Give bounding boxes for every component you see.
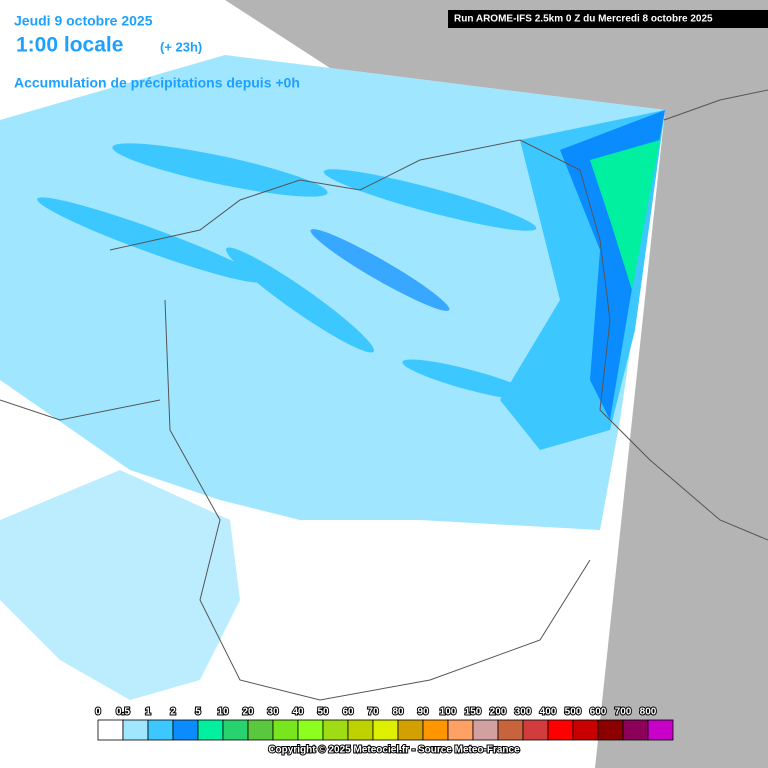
legend-label: 20 bbox=[242, 707, 254, 718]
date: Jeudi 9 octobre 2025 bbox=[14, 13, 153, 29]
legend-swatch bbox=[597, 719, 624, 741]
legend-swatch bbox=[297, 719, 324, 741]
precip-band bbox=[112, 143, 328, 197]
border bbox=[0, 399, 161, 421]
legend-label: 150 bbox=[465, 707, 482, 718]
legend-label: 600 bbox=[590, 707, 607, 718]
border bbox=[164, 299, 591, 701]
legend-label: 5 bbox=[195, 707, 201, 718]
legend-swatch bbox=[97, 719, 124, 741]
legend-label: 0.5 bbox=[116, 707, 130, 718]
legend-swatch bbox=[122, 719, 149, 741]
precip-band bbox=[323, 169, 537, 231]
legend-swatch bbox=[147, 719, 174, 741]
legend-swatch bbox=[647, 719, 674, 741]
run-box bbox=[448, 10, 768, 28]
legend-swatch bbox=[472, 719, 499, 741]
legend-label: 30 bbox=[267, 707, 279, 718]
legend-label: 50 bbox=[317, 707, 329, 718]
run-info: Run AROME-IFS 2.5km 0 Z du Mercredi 8 oc… bbox=[454, 14, 713, 25]
legend-label: 60 bbox=[342, 707, 354, 718]
border bbox=[663, 89, 768, 121]
precip-light bbox=[0, 470, 240, 700]
legend-label: 300 bbox=[515, 707, 532, 718]
legend: 0 0.5 1 2 5 10 20 30 40 50 60 70 80 90 100 150 200 300 400… bbox=[94, 706, 674, 741]
legend-swatch bbox=[347, 719, 374, 741]
legend-label: 100 bbox=[440, 707, 457, 718]
legend-swatch bbox=[397, 719, 424, 741]
legend-swatch bbox=[522, 719, 549, 741]
legend-label: 70 bbox=[367, 707, 379, 718]
time: 1:00 locale bbox=[16, 34, 123, 57]
legend-label: 800 bbox=[640, 707, 657, 718]
legend-label: 1 bbox=[145, 707, 151, 718]
legend-label: 40 bbox=[292, 707, 304, 718]
legend-label: 700 bbox=[615, 707, 632, 718]
precip-band bbox=[37, 197, 263, 283]
border bbox=[599, 409, 768, 541]
precip-light bbox=[0, 55, 665, 530]
legend-swatch bbox=[172, 719, 199, 741]
legend-label: 200 bbox=[490, 707, 507, 718]
legend-swatch bbox=[547, 719, 574, 741]
subtitle: Accumulation de précipitations depuis +0… bbox=[14, 75, 300, 91]
borders bbox=[0, 89, 768, 701]
coastline bbox=[109, 139, 611, 411]
legend-swatch bbox=[447, 719, 474, 741]
legend-label: 90 bbox=[417, 707, 429, 718]
offset: (+ 23h) bbox=[160, 39, 202, 54]
legend-swatch bbox=[622, 719, 649, 741]
precip-band bbox=[225, 247, 375, 353]
legend-label: 80 bbox=[392, 707, 404, 718]
precip-band bbox=[310, 229, 450, 311]
legend-label: 0 bbox=[95, 707, 101, 718]
legend-swatch bbox=[247, 719, 274, 741]
legend-swatch bbox=[372, 719, 399, 741]
legend-swatch bbox=[197, 719, 224, 741]
legend-label: 2 bbox=[170, 707, 176, 718]
legend-swatch bbox=[497, 719, 524, 741]
legend-label: 400 bbox=[540, 707, 557, 718]
legend-label: 10 bbox=[217, 707, 229, 718]
legend-swatch bbox=[272, 719, 299, 741]
legend-label: 500 bbox=[565, 707, 582, 718]
legend-swatch bbox=[322, 719, 349, 741]
legend-swatch bbox=[422, 719, 449, 741]
legend-swatch bbox=[572, 719, 599, 741]
copyright: Copyright © 2025 Meteociel.fr - Source M… bbox=[268, 745, 520, 756]
precipitation bbox=[0, 55, 665, 700]
legend-swatch bbox=[222, 719, 249, 741]
precip-band bbox=[402, 359, 538, 401]
precip-green bbox=[590, 140, 660, 290]
